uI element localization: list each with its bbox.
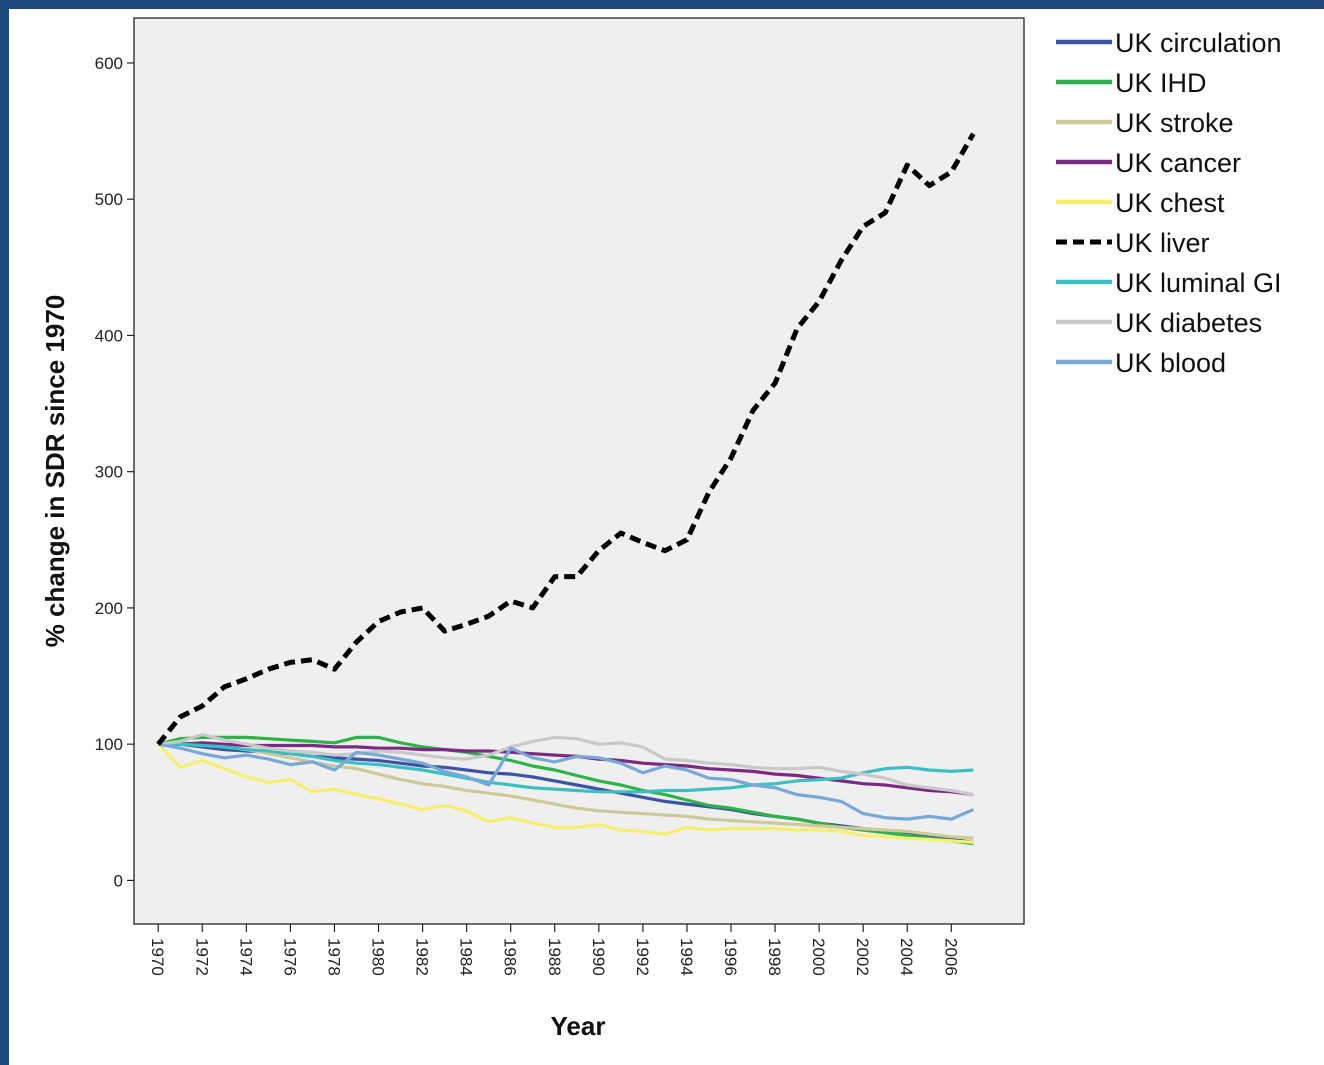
series-line-uk-stroke: [158, 741, 974, 840]
series-line-uk-liver: [156, 132, 976, 746]
x-tick-label: 1978: [324, 938, 343, 976]
series-line-uk-luminal-gi: [158, 742, 974, 794]
chart-frame: 0 100 200 300 400 500 600 1970 1972 1974 1976 1978…: [9, 9, 1324, 1065]
x-tick-label: 1990: [589, 938, 608, 976]
line-chart: 0 100 200 300 400 500 600 1970 1972 1974 1976 1978…: [40, 17, 1282, 1041]
y-tick-label: 0: [114, 871, 123, 890]
legend-item: UK chest: [1056, 188, 1225, 218]
legend-label: UK blood: [1115, 348, 1226, 378]
series-line-uk-diabetes: [157, 732, 974, 797]
legend-label: UK chest: [1115, 188, 1225, 218]
legend-label: UK liver: [1115, 228, 1210, 258]
legend-item: UK diabetes: [1056, 308, 1262, 338]
legend-label: UK circulation: [1115, 28, 1282, 58]
legend-label: UK cancer: [1115, 148, 1241, 178]
legend-item: UK cancer: [1056, 148, 1241, 178]
x-tick-label: 1992: [633, 938, 652, 976]
legend-label: UK IHD: [1115, 68, 1207, 98]
x-tick-label: 1986: [501, 938, 520, 976]
x-tick-label: 1976: [280, 938, 299, 976]
x-axis: 1970 1972 1974 1976 1978 1980 1982 1984 1986 1988…: [148, 924, 960, 976]
legend-item: UK circulation: [1056, 28, 1282, 58]
x-tick-label: 1984: [457, 938, 476, 976]
x-tick-label: 1970: [148, 938, 167, 976]
series-line-uk-blood: [157, 742, 974, 821]
x-axis-title: Year: [551, 1011, 606, 1041]
y-tick-label: 200: [95, 599, 123, 618]
series-line-uk-chest: [157, 743, 974, 844]
x-tick-label: 1998: [765, 938, 784, 976]
x-tick-label: 2002: [853, 938, 872, 976]
x-tick-label: 1994: [677, 938, 696, 976]
legend-label: UK stroke: [1115, 108, 1234, 138]
y-tick-label: 400: [95, 326, 123, 345]
legend-item: UK blood: [1056, 348, 1226, 378]
y-tick-label: 100: [95, 735, 123, 754]
x-tick-label: 2004: [897, 938, 916, 976]
y-axis-title: % change in SDR since 1970: [40, 295, 70, 648]
x-tick-label: 2006: [941, 938, 960, 976]
y-tick-label: 600: [95, 54, 123, 73]
x-tick-label: 1980: [369, 938, 388, 976]
legend-item: UK stroke: [1056, 108, 1234, 138]
y-tick-label: 500: [95, 190, 123, 209]
legend-item: UK liver: [1056, 228, 1210, 258]
y-tick-label: 300: [95, 463, 123, 482]
series-line-uk-cancer: [158, 741, 974, 797]
series-layer: [156, 132, 976, 846]
x-tick-label: 2000: [809, 938, 828, 976]
legend-label: UK luminal GI: [1115, 268, 1282, 298]
x-tick-label: 1972: [192, 938, 211, 976]
legend-label: UK diabetes: [1115, 308, 1262, 338]
legend-item: UK IHD: [1056, 68, 1207, 98]
plot-area: [133, 17, 1025, 925]
legend: UK circulation UK IHD UK stroke UK cancer UK…: [1056, 28, 1282, 378]
legend-item: UK luminal GI: [1056, 268, 1282, 298]
x-tick-label: 1988: [545, 938, 564, 976]
y-axis: 0 100 200 300 400 500 600: [95, 54, 134, 890]
x-tick-label: 1974: [236, 938, 255, 976]
x-tick-label: 1982: [413, 938, 432, 976]
x-tick-label: 1996: [721, 938, 740, 976]
